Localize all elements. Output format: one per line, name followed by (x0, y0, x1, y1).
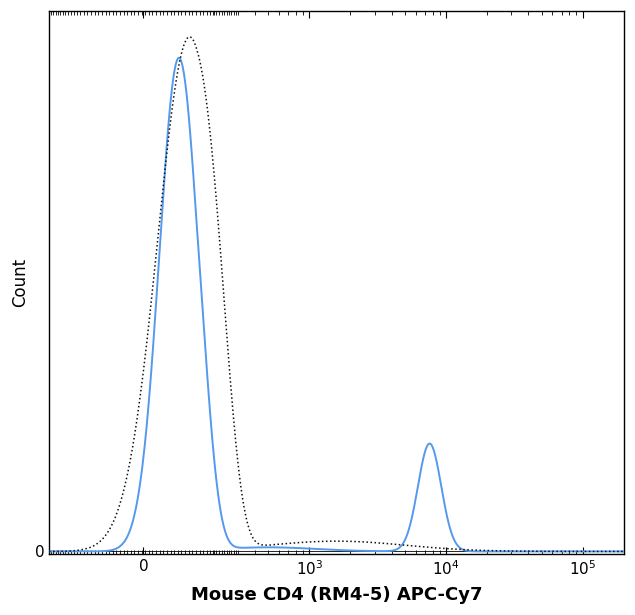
X-axis label: Mouse CD4 (RM4-5) APC-Cy7: Mouse CD4 (RM4-5) APC-Cy7 (190, 586, 482, 604)
Y-axis label: Count: Count (11, 258, 29, 307)
